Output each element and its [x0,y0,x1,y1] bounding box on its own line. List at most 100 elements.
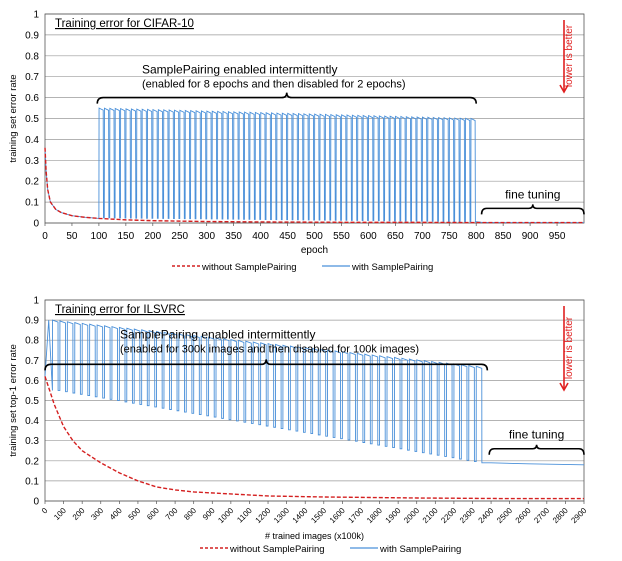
x-tick-label: 0 [40,506,50,516]
fine-tuning-label: fine tuning [505,187,560,201]
x-tick-label: 1300 [272,506,291,525]
x-tick-label: 1600 [328,506,347,525]
plot-area [44,299,585,502]
arrowhead-icon [559,382,569,392]
bracket-annotation-line1: SamplePairing enabled intermittently [142,63,337,77]
x-tick-label: 2800 [551,506,570,525]
x-axis-label: epoch [301,245,328,256]
x-tick-label: 400 [252,231,269,242]
x-tick-label: 400 [108,506,124,522]
y-tick-label: 0 [33,497,39,508]
x-tick-label: 550 [333,231,350,242]
x-tick-label: 700 [164,506,180,522]
y-axis-label: training set error rate [8,74,19,162]
series-line-without-samplepairing [44,147,584,224]
y-tick-label: 0.2 [25,177,39,188]
x-tick-label: 300 [89,506,105,522]
x-tick-label: 700 [414,231,431,242]
x-tick-label: 100 [91,231,108,242]
y-tick-label: 0.5 [25,114,39,125]
x-tick-label: 2400 [477,506,496,525]
x-tick-label: 600 [145,506,161,522]
x-tick-label: 1000 [216,506,235,525]
x-tick-label: 0 [42,231,48,242]
y-tick-label: 0.4 [25,416,39,427]
x-tick-label: 50 [66,231,78,242]
x-tick-label: 800 [182,506,198,522]
fine-tuning-bracket [480,204,585,215]
lower-is-better-label: lower is better [564,316,575,379]
series-line-with-samplepairing [44,107,584,224]
fine-tuning-label: fine tuning [509,428,564,442]
x-tick-label: 750 [441,231,458,242]
y-tick-label: 0.1 [25,198,39,209]
chart-2: 00.10.20.30.40.50.60.70.80.910 100 200 300 4… [8,296,589,556]
x-tick-label: 2200 [439,506,458,525]
chart-title: Training error for ILSVRC [55,304,185,316]
x-tick-label: 950 [549,231,566,242]
y-tick-label: 0.6 [25,93,39,104]
x-tick-label: 1200 [254,506,273,525]
y-tick-label: 0.3 [25,156,39,167]
x-tick-label: 1500 [309,506,328,525]
legend-label-with: with SamplePairing [351,262,433,273]
x-tick-label: 150 [118,231,135,242]
x-axis-label: # trained images (x100k) [265,531,364,541]
x-tick-label: 100 [52,506,68,522]
y-tick-label: 0 [33,219,39,230]
x-tick-label: 1900 [384,506,403,525]
lower-is-better-label: lower is better [564,24,575,87]
y-tick-label: 0.4 [25,135,39,146]
x-tick-label: 350 [225,231,242,242]
y-tick-label: 1 [33,10,39,21]
fine-tuning-bracket [488,444,585,455]
series-line-with-samplepairing [44,319,585,466]
x-tick-label: 2500 [495,506,514,525]
x-tick-label: 650 [387,231,404,242]
x-tick-label: 2300 [458,506,477,525]
series-line-without-samplepairing [44,376,584,500]
chart-title: Training error for CIFAR-10 [55,18,194,30]
intermittent-bracket [44,359,489,371]
legend-label-without: without SamplePairing [201,262,297,273]
y-tick-label: 0.1 [25,476,39,487]
legend-label-with: with SamplePairing [379,544,461,555]
y-tick-label: 0.8 [25,336,39,347]
x-tick-label: 2000 [402,506,421,525]
y-tick-label: 0.7 [25,356,39,367]
x-tick-label: 800 [468,231,485,242]
x-tick-label: 900 [201,506,217,522]
x-tick-label: 250 [171,231,188,242]
y-tick-label: 0.2 [25,456,39,467]
y-axis-label: training set top-1 error rate [8,344,19,456]
bracket-annotation-line2: (enabled for 300k images and then disabl… [120,343,419,355]
x-tick-label: 600 [360,231,377,242]
x-tick-label: 900 [522,231,539,242]
arrowhead-icon [559,84,569,94]
bracket-annotation-line1: SamplePairing enabled intermittently [120,327,315,341]
x-tick-label: 1700 [346,506,365,525]
x-tick-label: 500 [127,506,143,522]
y-tick-label: 0.3 [25,436,39,447]
bracket-annotation-line2: (enabled for 8 epochs and then disabled … [142,79,406,91]
x-tick-label: 850 [495,231,512,242]
x-tick-label: 2900 [569,506,588,525]
x-tick-label: 2600 [514,506,533,525]
y-tick-label: 1 [33,296,39,307]
y-tick-label: 0.9 [25,30,39,41]
y-tick-label: 0.6 [25,376,39,387]
y-tick-label: 0.8 [25,51,39,62]
x-tick-label: 1400 [291,506,310,525]
x-tick-label: 1100 [235,506,254,525]
x-tick-label: 2700 [532,506,551,525]
y-tick-label: 0.5 [25,396,39,407]
x-tick-label: 1800 [365,506,384,525]
y-tick-label: 0.7 [25,72,39,83]
chart-1: 0 0.1 0.2 0.3 0.4 0.5 0.6 0.7 0.8 0.9 1 0 50 100 150 20… [8,10,585,273]
x-tick-label: 2100 [421,506,440,525]
x-tick-label: 300 [198,231,215,242]
x-tick-label: 200 [144,231,161,242]
x-tick-label: 500 [306,231,323,242]
y-tick-label: 0.9 [25,316,39,327]
